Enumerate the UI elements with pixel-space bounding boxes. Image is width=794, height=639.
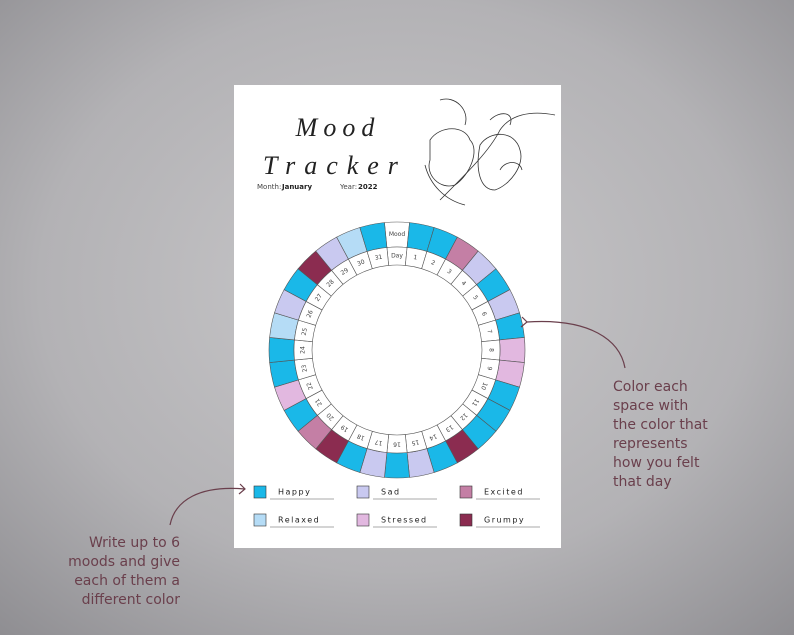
day-number: 26 — [305, 309, 314, 319]
mood-cell — [384, 452, 410, 479]
day-number: 3 — [446, 268, 453, 276]
legend-label: Sad — [381, 488, 401, 497]
day-number: 18 — [356, 432, 366, 441]
legend-label: Stressed — [381, 516, 428, 525]
legend-label: Grumpy — [484, 516, 525, 525]
day-number: 10 — [479, 381, 488, 391]
legend-label: Excited — [484, 488, 524, 497]
legend-swatch — [356, 513, 370, 527]
year-label: Year: — [339, 183, 357, 191]
day-number: 21 — [314, 397, 324, 407]
day-number: 27 — [314, 293, 324, 303]
annotation: space with — [613, 398, 688, 414]
day-number: 28 — [325, 278, 335, 288]
day-number: 15 — [411, 438, 420, 446]
day-number: 9 — [485, 366, 493, 371]
year: 2022 — [358, 183, 378, 191]
title: Mood — [295, 113, 381, 142]
day-number: 23 — [301, 364, 309, 373]
day-number: 17 — [374, 438, 383, 446]
annotation: how you felt — [613, 455, 700, 471]
day-number: 30 — [356, 258, 366, 267]
day-number: 8 — [488, 348, 495, 352]
day-number: 29 — [340, 267, 350, 277]
legend-swatch — [459, 513, 473, 527]
mood-header: Mood — [389, 231, 406, 238]
day-number: 13 — [444, 423, 454, 433]
day-number: 4 — [460, 280, 468, 288]
legend-label: Relaxed — [278, 516, 320, 525]
day-number: 1 — [413, 254, 418, 262]
day-number: 16 — [393, 441, 401, 448]
arrow — [526, 320, 626, 369]
annotation: Color each — [613, 379, 688, 395]
day-number: 7 — [485, 329, 493, 334]
legend-label: Happy — [278, 488, 311, 497]
day-number: Day — [391, 253, 403, 260]
day-number: 31 — [374, 254, 383, 262]
day-number: 14 — [428, 432, 438, 441]
legend-swatch — [356, 485, 370, 499]
day-number: 12 — [458, 411, 468, 421]
annotation: the color that — [613, 417, 708, 433]
legend-swatch — [459, 485, 473, 499]
arrow — [169, 487, 246, 526]
day-number: 22 — [305, 381, 314, 391]
day-number: 20 — [325, 411, 335, 421]
legend: Happy Sad Excited Relaxed Stressed Grumpy — [253, 485, 540, 528]
day-number: 24 — [300, 346, 307, 354]
day-number: 2 — [430, 259, 436, 267]
notes: Color each space with the color that repres… — [68, 379, 708, 608]
day-number: 5 — [471, 294, 479, 301]
day-cell — [366, 247, 389, 270]
mood-ring: DayMood123456789101112131415161718192021… — [268, 221, 526, 479]
arrow-head — [520, 316, 528, 328]
legend-swatch — [253, 485, 267, 499]
annotation: represents — [613, 436, 688, 452]
day-number: 6 — [480, 311, 488, 317]
title: Tracker — [263, 151, 407, 180]
mood-cell — [268, 337, 295, 363]
mood-cell — [499, 337, 526, 363]
day-number: 19 — [340, 423, 350, 433]
arrow-head — [238, 483, 246, 495]
annotation: each of them a — [74, 573, 180, 589]
annotation: Write up to 6 — [89, 535, 180, 551]
annotation: moods and give — [68, 554, 180, 570]
flower-drawing — [424, 98, 556, 206]
day-number: 11 — [470, 397, 480, 407]
month: January — [281, 183, 312, 191]
annotation: that day — [613, 474, 672, 490]
day-number: 25 — [301, 327, 309, 336]
annotation: different color — [82, 592, 181, 608]
month-label: Month: — [257, 183, 281, 191]
legend-swatch — [253, 513, 267, 527]
